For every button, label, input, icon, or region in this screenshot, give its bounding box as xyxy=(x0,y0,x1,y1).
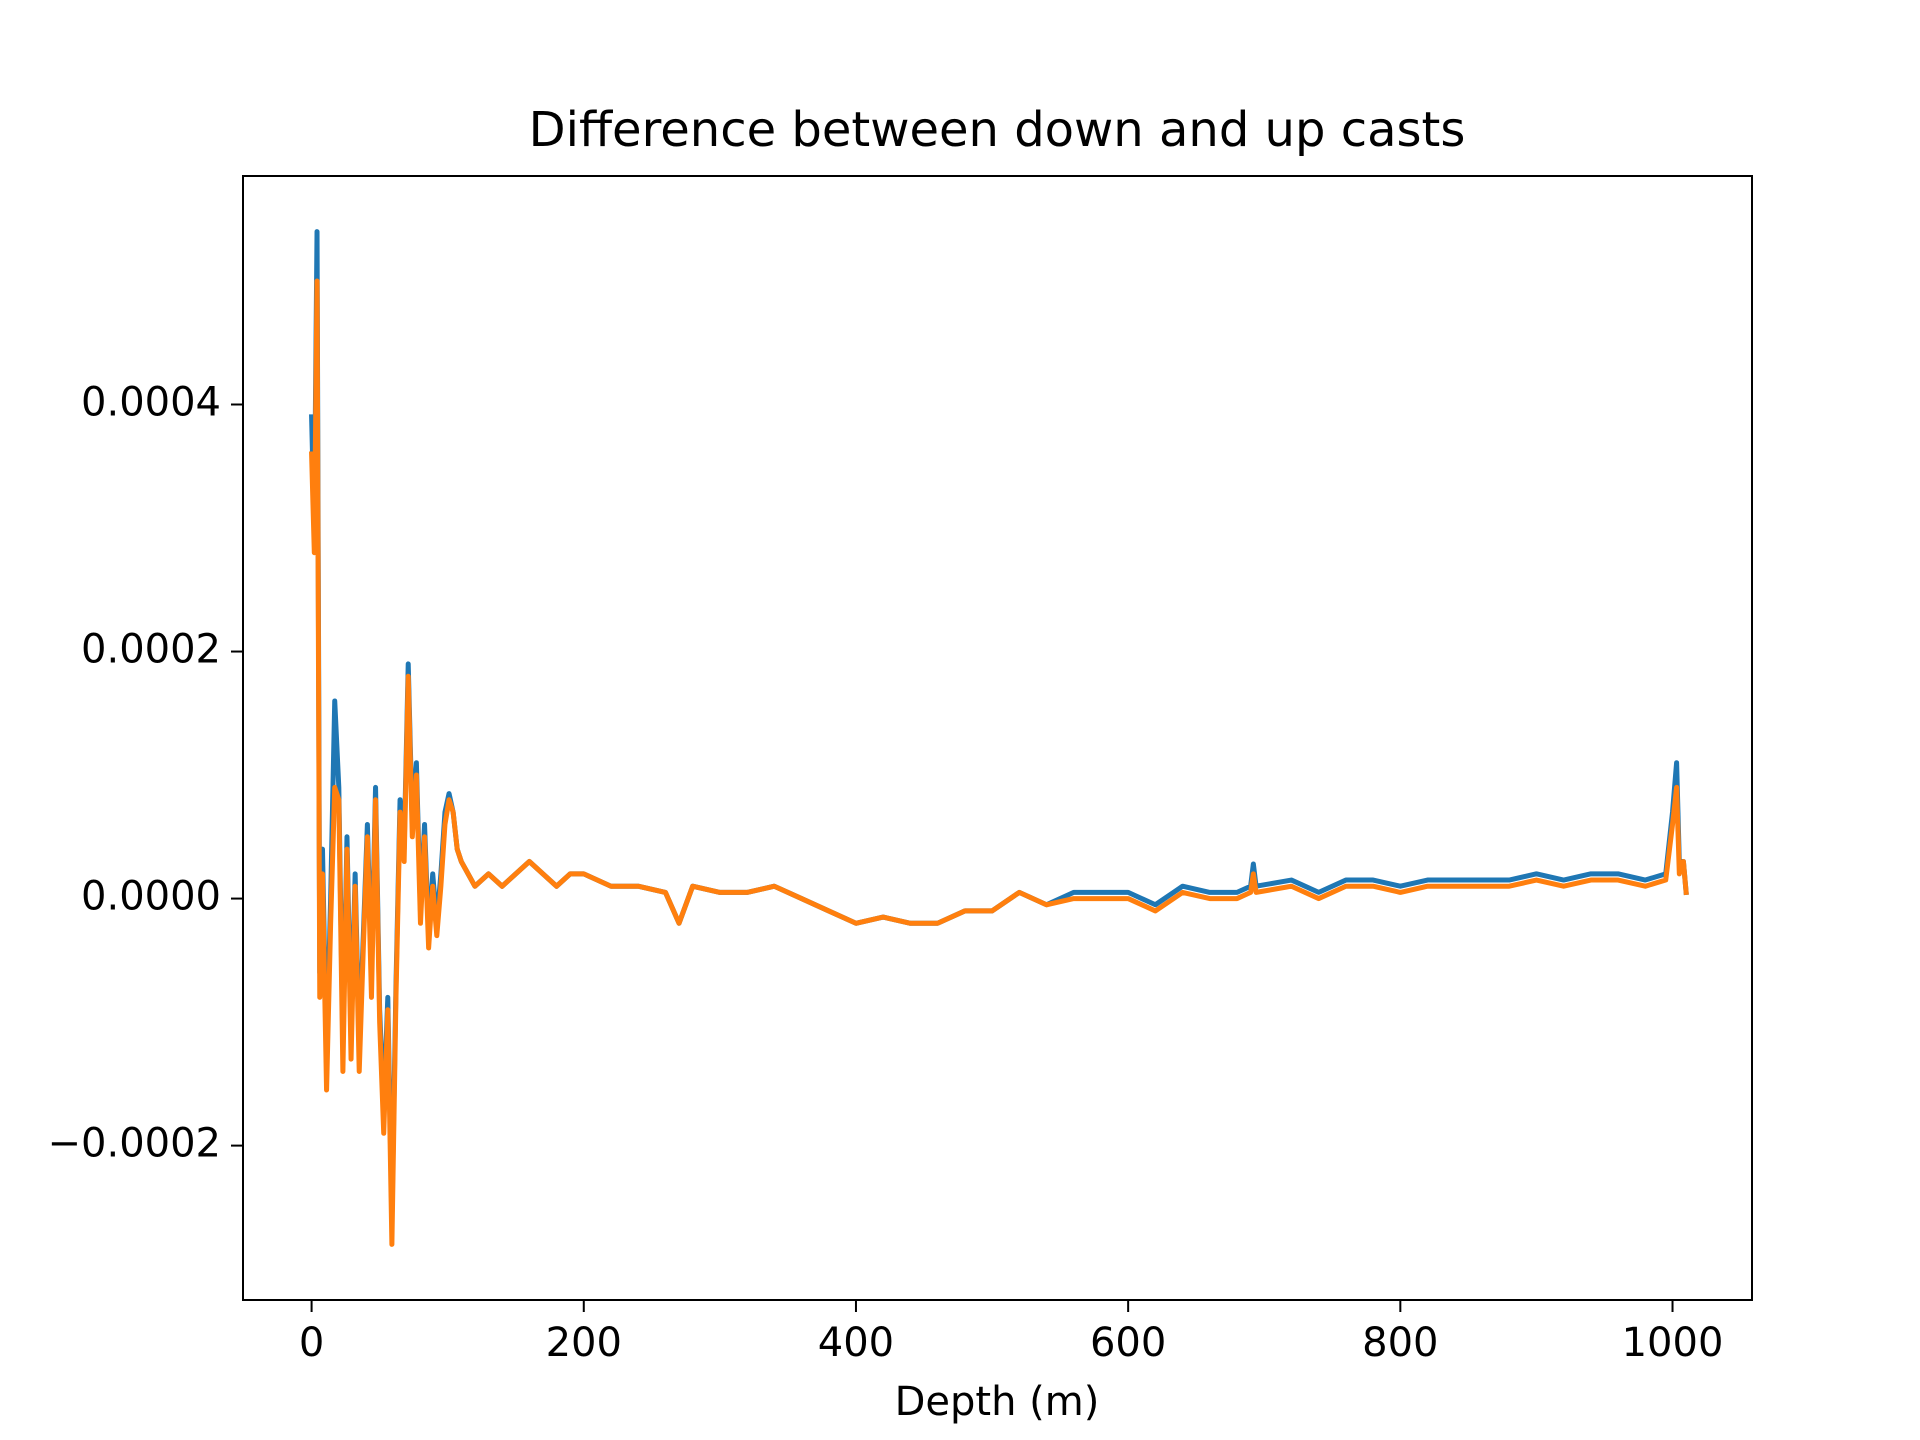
chart-title: Difference between down and up casts xyxy=(529,102,1466,158)
y-tick-label: 0.0000 xyxy=(81,874,221,920)
x-tick-label: 800 xyxy=(1362,1320,1438,1366)
x-axis-label: Depth (m) xyxy=(895,1379,1100,1425)
x-tick-label: 1000 xyxy=(1622,1320,1724,1366)
y-tick-label: −0.0002 xyxy=(48,1121,221,1167)
data-line xyxy=(309,278,1689,1247)
y-tick-label: 0.0002 xyxy=(81,627,221,673)
x-tick-label: 600 xyxy=(1090,1320,1166,1366)
x-tick-label: 200 xyxy=(546,1320,622,1366)
y-tick-label: 0.0004 xyxy=(81,380,221,426)
x-tick-label: 400 xyxy=(818,1320,894,1366)
x-tick-label: 0 xyxy=(299,1320,324,1366)
plot-frame xyxy=(242,175,1753,1301)
